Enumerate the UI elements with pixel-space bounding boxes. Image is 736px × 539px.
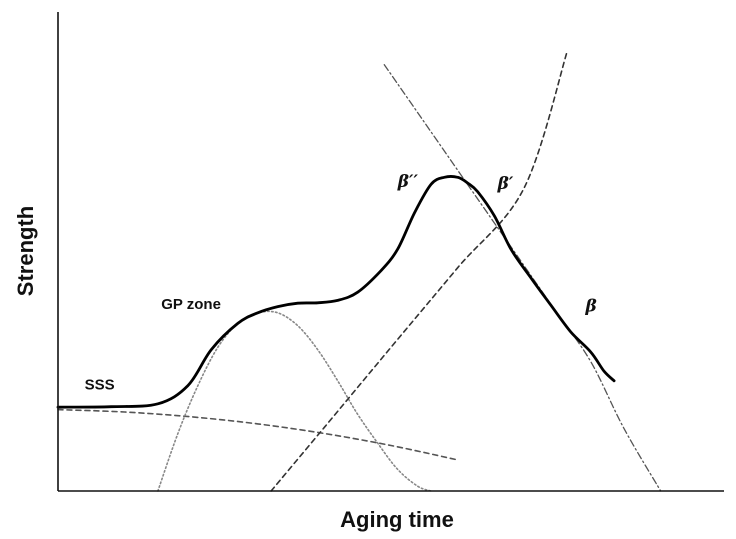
annotation-beta: β xyxy=(585,296,597,316)
annotation-sss: SSS xyxy=(85,377,115,394)
series-line-total-strength xyxy=(56,175,616,409)
series-line-sss-contribution xyxy=(57,408,459,461)
annotation-beta-prime: β′ xyxy=(497,174,514,194)
series-line-beta-double-prime-contribution xyxy=(270,49,569,492)
annotation-beta-double-prime: β′′ xyxy=(397,172,419,192)
series-line-beta-prime-contribution xyxy=(383,64,662,492)
plot-area xyxy=(56,49,662,492)
x-axis-title: Aging time xyxy=(340,507,454,532)
annotation-gp-zone: GP zone xyxy=(161,296,221,313)
y-axis-title: Strength xyxy=(13,206,38,296)
series-line-gp-zone-contribution xyxy=(157,310,432,492)
annotations: SSS GP zone β′′ β′ β xyxy=(85,172,597,394)
